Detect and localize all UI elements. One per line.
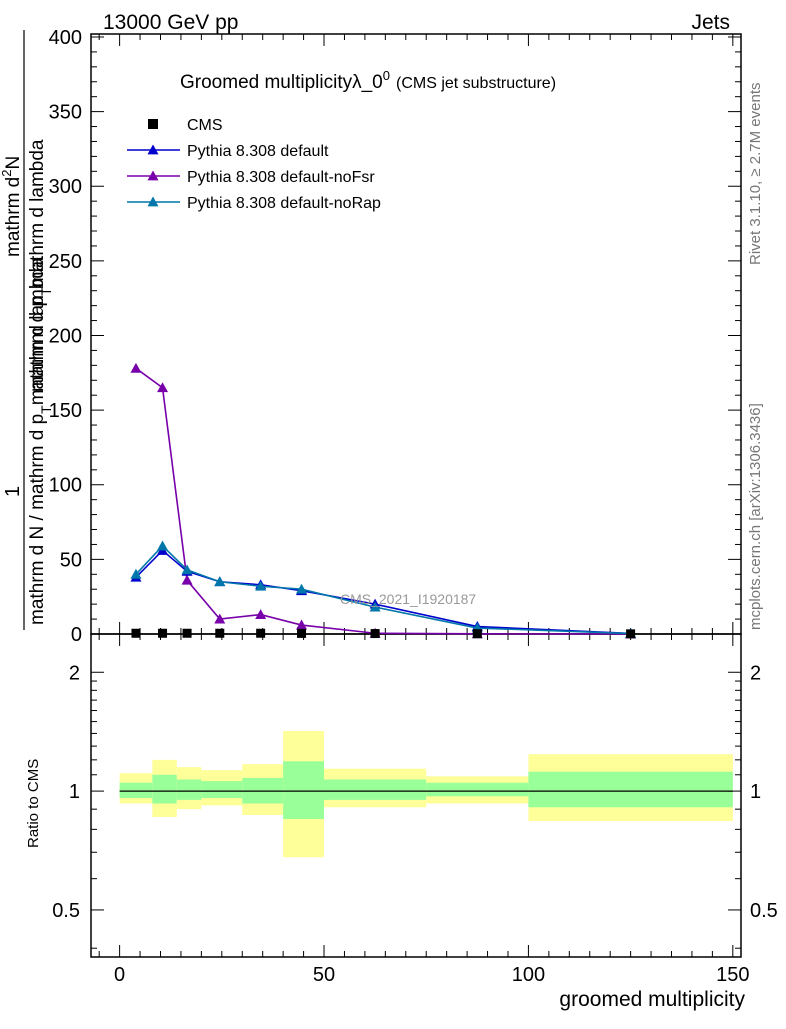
legend-marker [147,170,159,181]
series-pythia-8-308-default-norap-point [255,580,267,591]
legend-label: CMS [187,117,223,134]
y-label-denominator: mathrm d N / mathrm d pTmathrm d lambda [27,257,54,625]
ratio-tick-label-right: 1 [750,781,761,803]
chart-title-main: Groomed multiplicityλ_0 [180,72,383,93]
rivet-label: Rivet 3.1.10, ≥ 2.7M events [747,83,764,266]
ratio-tick-label-right: 2 [750,662,761,684]
series-pythia-8-308-default-norap-point [296,583,308,594]
chart-title-sup: 0 [383,68,390,83]
series-pythia-8-308-default-norap-point [369,601,381,612]
x-tick-label: 50 [313,964,335,986]
ratio-tick-label: 2 [69,662,80,684]
series-pythia-8-308-default-norap-point [181,564,193,575]
ratio-stat-band [283,761,325,819]
series-cms-point [182,628,192,638]
series-pythia-8-308-default-nofsr-point [214,613,226,624]
series-cms-point [626,629,636,639]
header-left: 13000 GeV pp [103,11,238,34]
y-tick-label: 150 [49,400,82,422]
ratio-stat-band [324,779,427,800]
series-pythia-8-308-default-nofsr-point [255,609,267,619]
mcplots-label: mcplots.cern.ch [arXiv:1306.3436] [747,403,764,630]
series-cms-point [215,628,225,638]
x-tick-label: 100 [512,964,545,986]
header-right: Jets [691,11,730,34]
y-tick-label: 400 [49,27,82,49]
main-plot-area: 0 50 100 150 0 50 100 150 200 250 300 350 400 [49,27,750,986]
series-pythia-8-308-default-nofsr-point [157,382,169,393]
legend-marker [148,119,158,129]
y-tick-label: 0 [71,624,82,646]
series-pythia-8-308-default-norap-point [130,568,142,579]
ratio-stat-band [152,774,177,804]
series-pythia-8-308-default-norap-point [157,540,169,551]
series-cms-point [131,628,141,638]
x-tick-label: 0 [114,964,125,986]
chart-marks [130,362,637,639]
watermark: CMS_2021_I1920187 [340,591,476,607]
series-pythia-8-308-default-norap-line [135,544,631,635]
ratio-tick-label: 0.5 [52,900,80,922]
series-cms-point [297,628,307,638]
series-cms-point [472,629,482,639]
ratio-stat-band [119,782,153,799]
y-axis-label: 1 mathrm d N / mathrm d pTmathrm d lambd… [0,30,54,630]
legend-marker [147,196,159,207]
ratio-stat-band [528,771,733,808]
y-tick-label: 200 [49,325,82,347]
ratio-tick-label: 1 [69,781,80,803]
y-label-outer-den: mathrm d pTmathrm d lambda [27,139,54,392]
legend-label: Pythia 8.308 default [187,143,329,160]
series-pythia-8-308-default-nofsr-point [130,362,142,373]
series-pythia-8-308-default-nofsr-point [296,619,308,630]
ratio-stat-band [201,781,243,799]
series-pythia-8-308-default-nofsr-point [181,574,193,585]
legend-marker [147,144,159,155]
series-cms-point [256,628,266,638]
ratio-y-label: Ratio to CMS [25,759,42,848]
legend-label: Pythia 8.308 default-noRap [187,195,381,212]
ratio-stat-band [176,779,202,800]
y-tick-label: 350 [49,102,82,124]
y-tick-label: 50 [60,549,82,571]
series-cms-point [158,628,168,638]
y-label-one: 1 [2,486,24,497]
ratio-tick-label-right: 0.5 [750,900,778,922]
legend-label: Pythia 8.308 default-noFsr [187,169,375,186]
chart-title: Groomed multiplicityλ_00 (CMS jet substru… [180,68,556,93]
y-tick-label: 250 [49,251,82,273]
x-axis-label: groomed multiplicity [559,988,745,1011]
y-tick-label: 300 [49,176,82,198]
chart-subtitle: (CMS jet substructure) [396,75,556,92]
y-label-outer-num: mathrm d2N [0,156,24,257]
series-cms-point [370,629,380,639]
legend: CMS Pythia 8.308 default Pythia 8.308 defa… [127,117,381,212]
series-pythia-8-308-default-norap-point [214,576,226,587]
x-tick-label: 150 [716,964,749,986]
ratio-plot-area: 0.5 0.5 1 1 2 2 [52,633,778,958]
y-tick-label: 100 [49,475,82,497]
ratio-stat-band [426,782,529,797]
